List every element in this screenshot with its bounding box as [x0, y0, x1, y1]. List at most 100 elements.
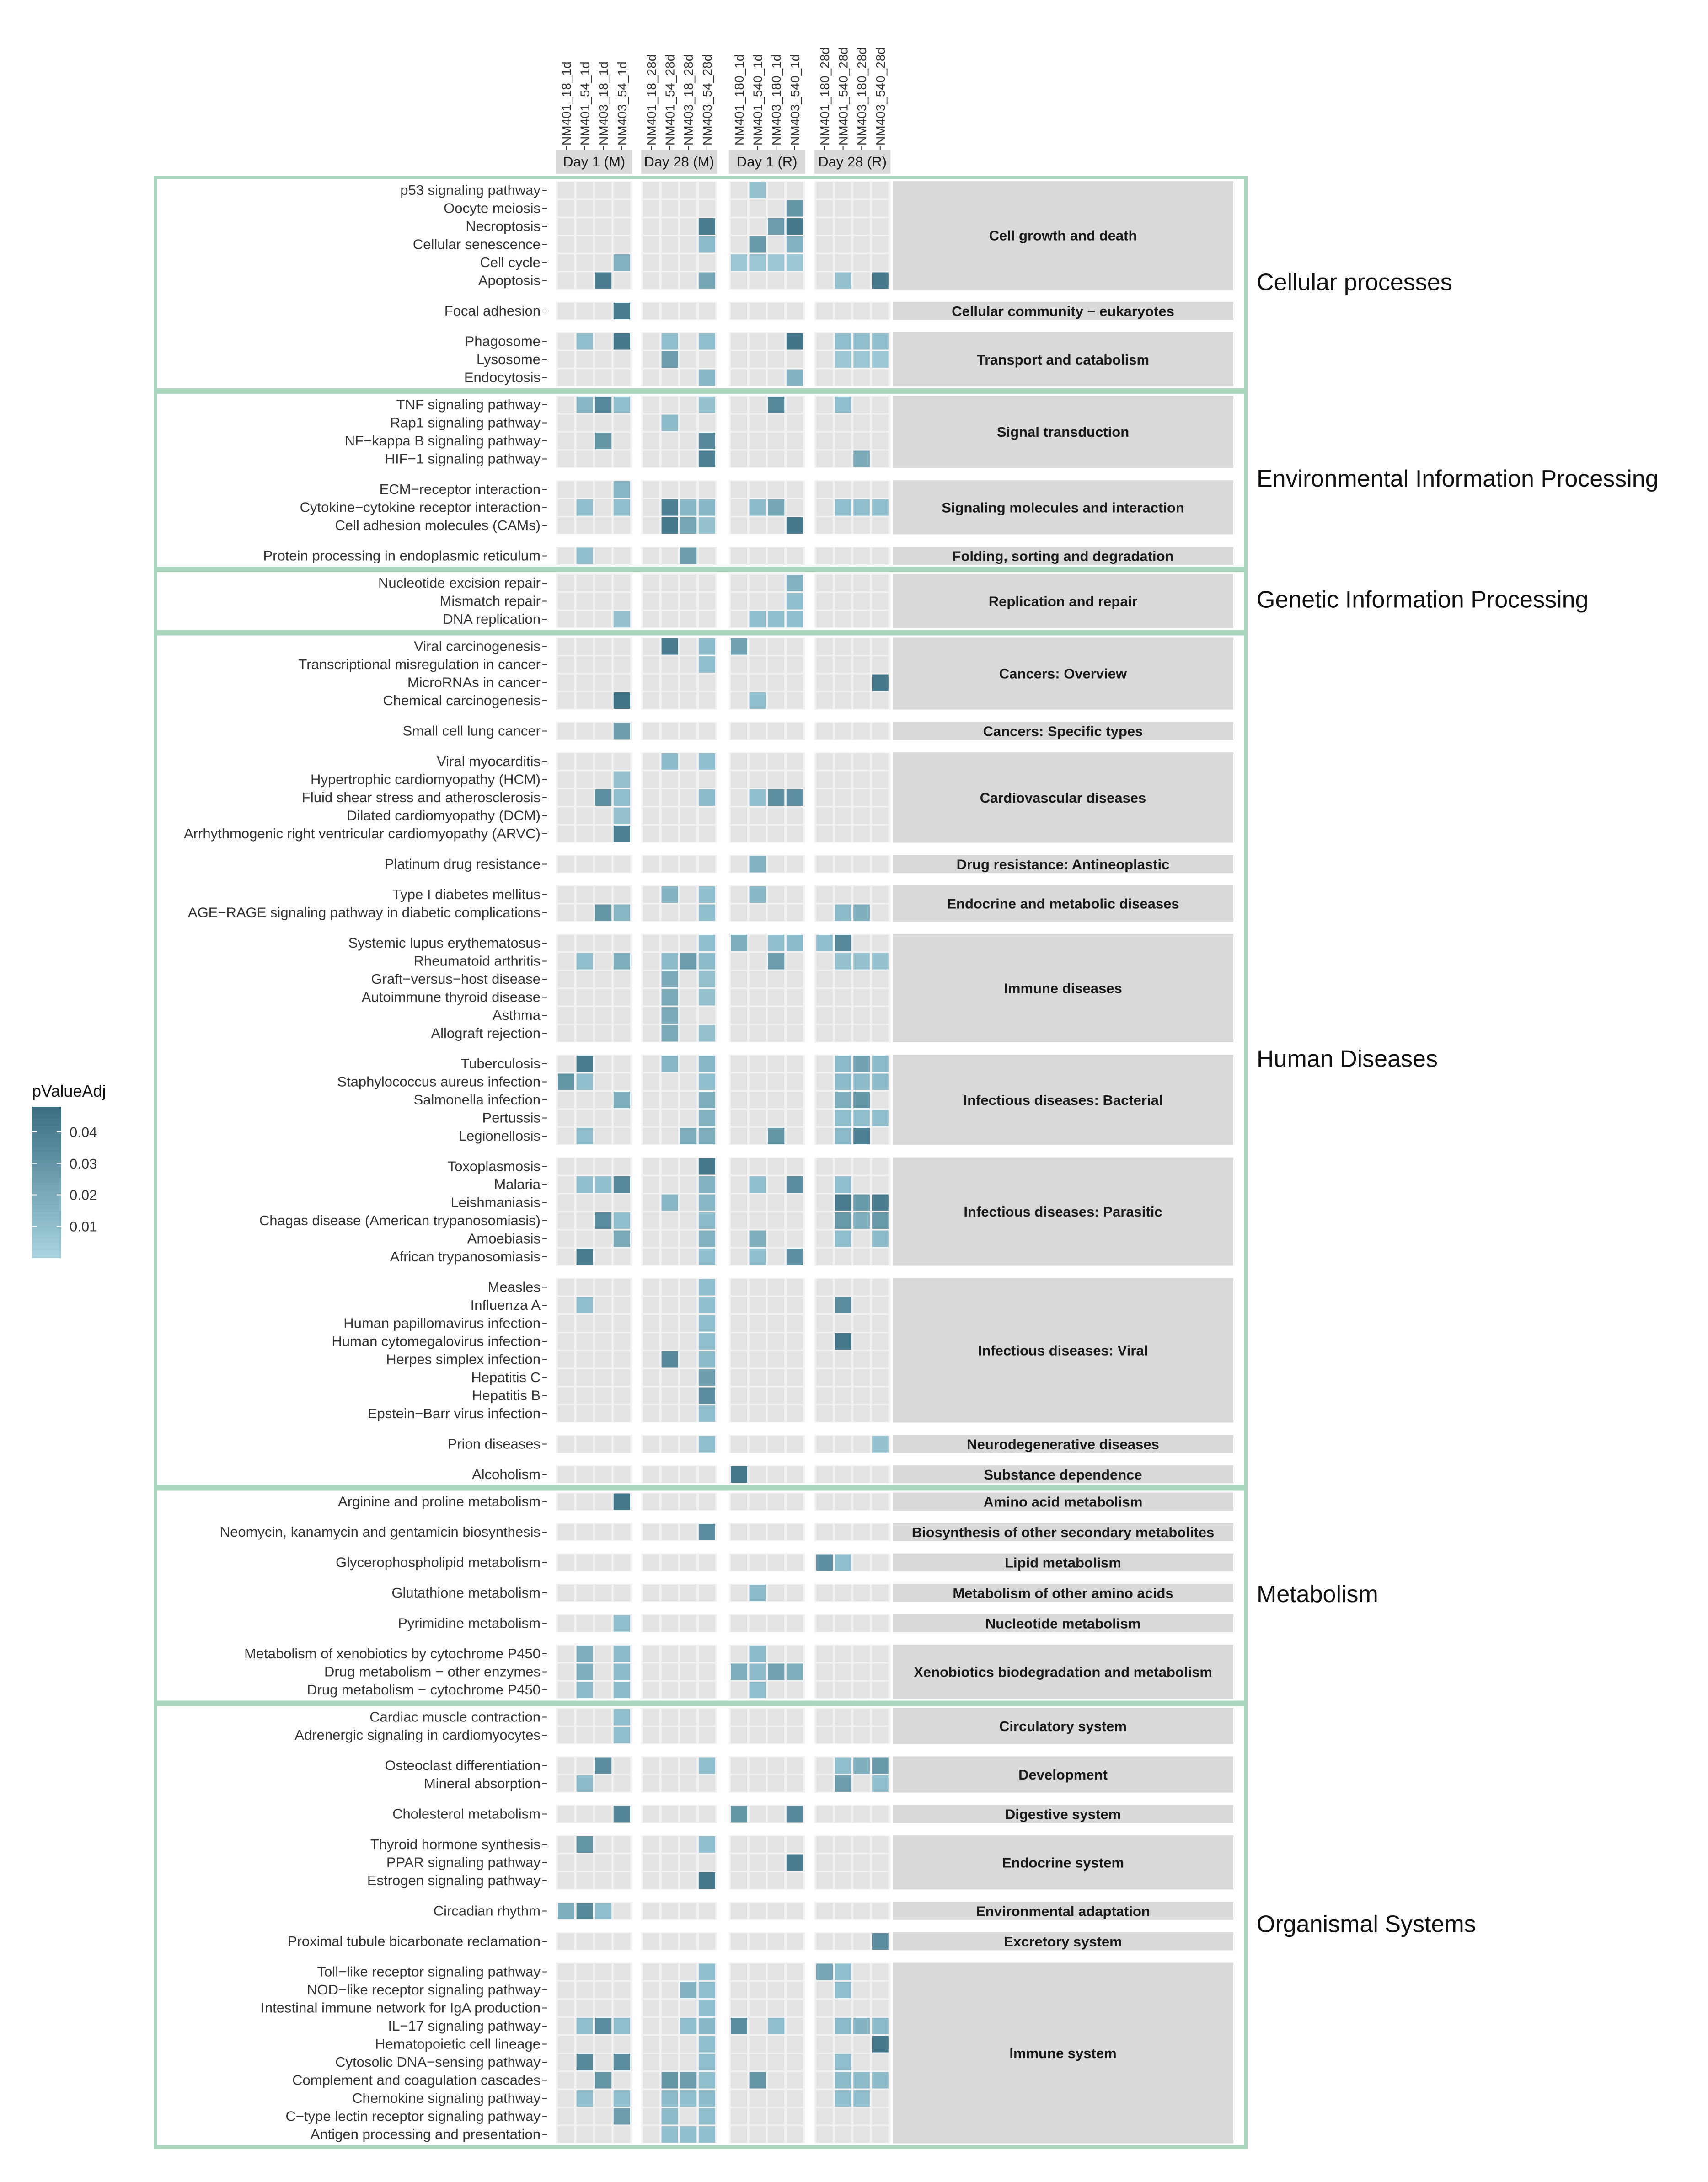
heatmap-cell-empty — [680, 2108, 697, 2125]
heatmap-cell-empty — [643, 1493, 659, 1510]
heatmap-cell-empty — [835, 1903, 851, 1919]
pathway-label: Transcriptional misregulation in cancer — [298, 656, 541, 672]
heatmap-cell-empty — [872, 397, 889, 413]
heatmap-cell-empty — [853, 989, 870, 1006]
heatmap-cell-empty — [749, 674, 766, 691]
heatmap-cell-empty — [595, 1806, 612, 1823]
heatmap-cell-empty — [749, 1405, 766, 1422]
heatmap-cell-empty — [749, 200, 766, 217]
subcategory-panel — [893, 1932, 1233, 1951]
heatmap-cell-empty — [680, 236, 697, 253]
heatmap-cell-significant — [613, 1615, 630, 1632]
heatmap-cell-empty — [576, 1524, 593, 1540]
heatmap-cell-empty — [680, 1585, 697, 1601]
heatmap-cell-significant — [698, 517, 715, 534]
heatmap-cell-significant — [613, 2090, 630, 2107]
heatmap-cell-empty — [613, 1872, 630, 1889]
heatmap-cell-empty — [698, 1806, 715, 1823]
heatmap-cell-significant — [613, 1092, 630, 1108]
column-label: NM403_540_1d — [788, 54, 802, 145]
heatmap-cell-empty — [661, 1315, 678, 1332]
heatmap-cell-empty — [853, 1436, 870, 1453]
heatmap-cell-significant — [872, 1933, 889, 1950]
heatmap-cell-empty — [731, 1176, 747, 1193]
heatmap-cell-empty — [731, 1757, 747, 1774]
heatmap-cell-empty — [872, 1524, 889, 1540]
heatmap-cell-empty — [731, 1709, 747, 1726]
heatmap-cell-significant — [835, 1212, 851, 1229]
heatmap-cell-empty — [816, 414, 833, 431]
heatmap-cell-significant — [661, 2108, 678, 2125]
heatmap-cell-empty — [680, 1663, 697, 1680]
heatmap-cell-empty — [643, 753, 659, 770]
heatmap-cell-empty — [816, 2108, 833, 2125]
heatmap-cell-empty — [613, 1279, 630, 1296]
heatmap-cell-significant — [613, 254, 630, 271]
heatmap-cell-empty — [816, 638, 833, 655]
heatmap-cell-empty — [816, 971, 833, 987]
heatmap-cell-significant — [661, 1351, 678, 1368]
heatmap-cell-empty — [613, 1933, 630, 1950]
heatmap-cell-significant — [835, 1775, 851, 1792]
heatmap-cell-empty — [613, 971, 630, 987]
heatmap-cell-empty — [613, 1333, 630, 1350]
pathway-label: Chemical carcinogenesis — [383, 692, 541, 708]
heatmap-cell-empty — [680, 1056, 697, 1072]
heatmap-cell-significant — [698, 450, 715, 467]
heatmap-cell-empty — [835, 450, 851, 467]
heatmap-cell-empty — [661, 593, 678, 610]
heatmap-cell-empty — [731, 2054, 747, 2070]
heatmap-cell-empty — [680, 1073, 697, 1090]
heatmap-cell-empty — [768, 971, 785, 987]
heatmap-cell-empty — [613, 638, 630, 655]
heatmap-cell-empty — [595, 2036, 612, 2053]
heatmap-cell-significant — [661, 2072, 678, 2089]
heatmap-cell-empty — [643, 692, 659, 709]
heatmap-cell-empty — [816, 1369, 833, 1386]
group-panel — [641, 1157, 717, 1266]
heatmap-cell-empty — [768, 753, 785, 770]
heatmap-cell-empty — [661, 1663, 678, 1680]
heatmap-cell-empty — [816, 593, 833, 610]
heatmap-cell-empty — [872, 1585, 889, 1601]
heatmap-cell-empty — [643, 1279, 659, 1296]
column-label: NM401_540_28d — [836, 47, 851, 145]
legend-gradient-step — [32, 1133, 61, 1137]
heatmap-cell-empty — [680, 1369, 697, 1386]
heatmap-cell-empty — [816, 200, 833, 217]
heatmap-cell-empty — [816, 2036, 833, 2053]
heatmap-cell-empty — [853, 1007, 870, 1024]
heatmap-cell-empty — [816, 1836, 833, 1853]
heatmap-cell-empty — [835, 1436, 851, 1453]
heatmap-cell-empty — [816, 1524, 833, 1540]
heatmap-cell-empty — [835, 1279, 851, 1296]
heatmap-cell-empty — [786, 450, 803, 467]
subcategory-label: Immune diseases — [1004, 981, 1122, 997]
heatmap-cell-empty — [680, 989, 697, 1006]
heatmap-cell-empty — [576, 575, 593, 591]
heatmap-cell-empty — [661, 1872, 678, 1889]
heatmap-cell-empty — [872, 450, 889, 467]
heatmap-cell-empty — [595, 517, 612, 534]
heatmap-cell-empty — [661, 904, 678, 921]
group-panel — [729, 934, 805, 1042]
heatmap-cell-empty — [816, 369, 833, 386]
heatmap-cell-empty — [661, 1128, 678, 1144]
heatmap-cell-empty — [768, 674, 785, 691]
heatmap-cell-empty — [872, 1682, 889, 1698]
pathway-label: Oocyte meiosis — [444, 200, 541, 216]
pathway-label: DNA replication — [443, 611, 541, 627]
heatmap-cell-empty — [731, 904, 747, 921]
heatmap-cell-empty — [576, 351, 593, 368]
heatmap-cell-empty — [786, 1056, 803, 1072]
heatmap-cell-empty — [835, 593, 851, 610]
heatmap-cell-significant — [853, 351, 870, 368]
heatmap-cell-empty — [595, 807, 612, 824]
heatmap-cell-empty — [768, 1351, 785, 1368]
subcategory-panel — [893, 1278, 1233, 1423]
subcategory-label: Xenobiotics biodegradation and metabolis… — [914, 1664, 1212, 1680]
heatmap-cell-significant — [661, 1194, 678, 1211]
legend-gradient-step — [32, 1186, 61, 1190]
heatmap-cell-significant — [749, 254, 766, 271]
heatmap-cell-empty — [576, 904, 593, 921]
